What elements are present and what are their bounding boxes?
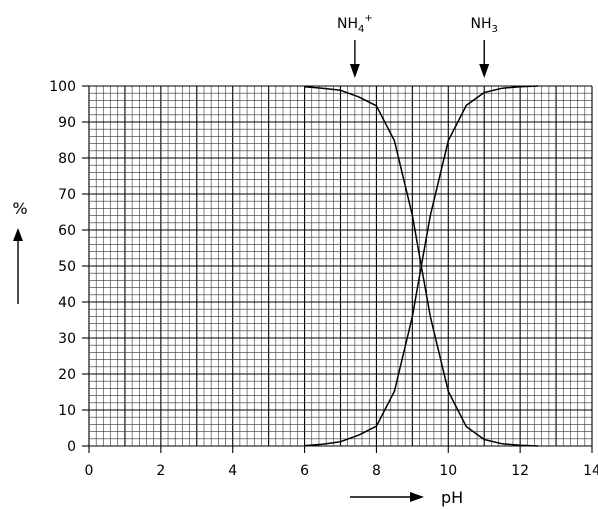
y-tick-label: 0: [67, 439, 76, 455]
x-axis-arrow-icon: [350, 492, 424, 502]
y-tick-label: 20: [58, 367, 76, 383]
annotation-arrowhead-icon: [479, 64, 490, 78]
y-axis-label: %: [12, 199, 27, 218]
x-tick-label: 4: [228, 463, 237, 479]
x-tick-label: 10: [439, 463, 457, 479]
y-tick-label: 60: [58, 223, 76, 239]
x-tick-label: 12: [511, 463, 529, 479]
y-tick-label: 100: [49, 79, 76, 95]
series-line-nh3: [304, 85, 539, 447]
plot-grid: [88, 85, 593, 447]
annotation-label-nh3: NH3: [471, 16, 498, 35]
y-tick-label: 80: [58, 151, 76, 167]
x-axis-label: pH: [441, 488, 463, 507]
y-axis-arrow-icon: [13, 228, 23, 304]
series-annotations: NH4+ NH3: [337, 13, 498, 78]
y-tick-label: 40: [58, 295, 76, 311]
y-tick-label: 70: [58, 187, 76, 203]
x-tick-label: 14: [583, 463, 598, 479]
y-tick-label: 90: [58, 115, 76, 131]
x-tick-labels: 0 2 4 6 8 10 12 14: [85, 446, 598, 479]
x-tick-label: 6: [300, 463, 309, 479]
x-tick-label: 2: [156, 463, 165, 479]
x-tick-label: 8: [372, 463, 381, 479]
y-tick-label: 50: [58, 259, 76, 275]
annotation-label-nh4: NH4+: [337, 13, 373, 35]
series-curves: [304, 85, 539, 447]
y-tick-label: 30: [58, 331, 76, 347]
y-tick-label: 10: [58, 403, 76, 419]
annotation-arrowhead-icon: [349, 64, 360, 78]
y-tick-labels: 0 10 20 30 40 50 60 70 80 90 100: [49, 79, 89, 455]
x-tick-label: 0: [85, 463, 94, 479]
